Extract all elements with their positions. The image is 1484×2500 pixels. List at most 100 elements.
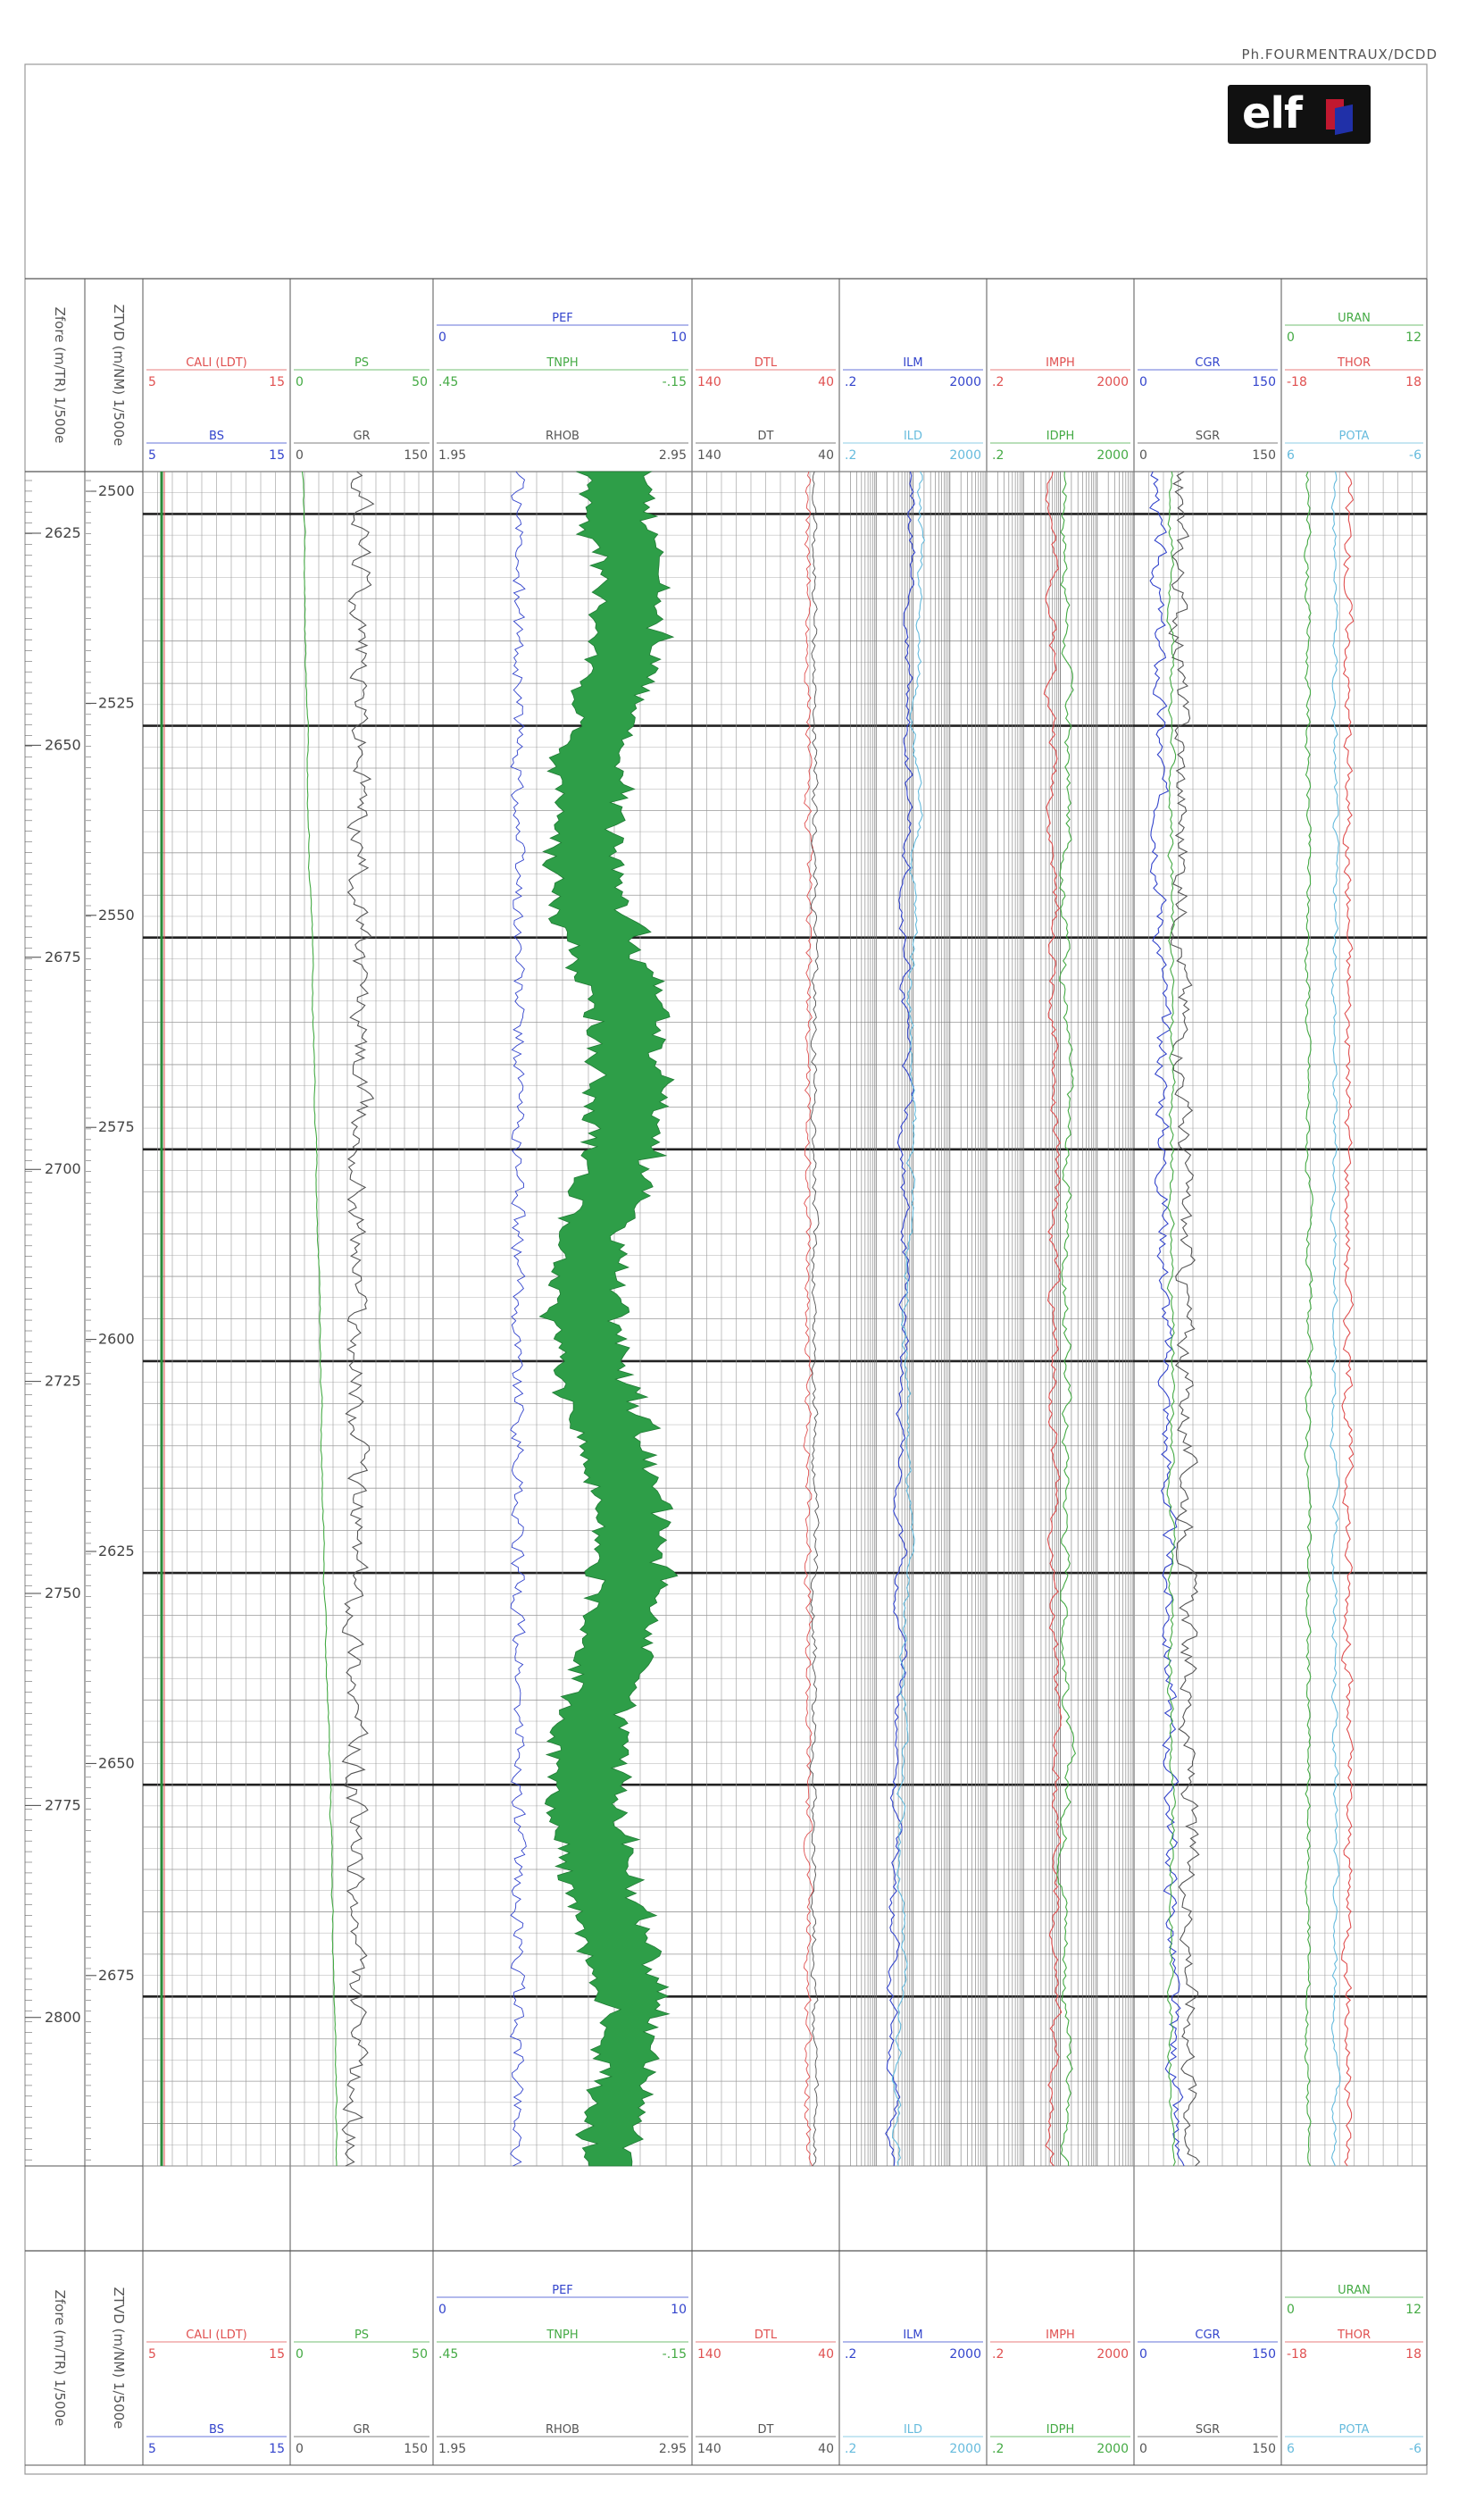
- tvd-depth-label: 2625: [98, 1543, 135, 1559]
- footer-bottom-min: 140: [697, 2442, 721, 2456]
- footer-mid-min: -18: [1287, 2347, 1307, 2362]
- sgr-curve: [1168, 471, 1201, 2167]
- md-depth-label: 2800: [45, 2009, 81, 2026]
- footer-mid-max: 2000: [949, 2347, 981, 2362]
- footer-bottom-max: 150: [404, 2442, 428, 2456]
- header-mid-name: TNPH: [546, 356, 578, 370]
- header-mid-max: 15: [269, 375, 285, 389]
- footer-bottom-name: RHOB: [546, 2423, 579, 2437]
- header-mid-max: 2000: [1096, 375, 1129, 389]
- header-top-name: URAN: [1338, 312, 1371, 325]
- header-bottom-name: GR: [353, 430, 370, 443]
- tnph-rhob-fill: [538, 471, 679, 2167]
- header-bottom-min: 0: [1139, 448, 1147, 463]
- header-bottom-min: 5: [148, 448, 156, 463]
- md-depth-label: 2750: [45, 1584, 81, 1601]
- footer-mid-min: .2: [845, 2347, 856, 2362]
- thor-curve: [1341, 471, 1355, 2167]
- footer-top-name: PEF: [552, 2284, 573, 2297]
- header-bottom-max: 150: [1252, 448, 1276, 463]
- footer-bottom-name: ILD: [904, 2423, 922, 2437]
- imph-curve: [1043, 471, 1063, 2167]
- elf-logo: elf: [1228, 85, 1371, 144]
- footer-mid-max: 40: [818, 2347, 834, 2362]
- header-mid-name: CGR: [1195, 356, 1220, 370]
- ilm-curve: [885, 471, 916, 2167]
- footer-mid-max: 50: [412, 2347, 428, 2362]
- header-bottom-min: 0: [296, 448, 304, 463]
- header-mid-min: .45: [438, 375, 458, 389]
- header-bottom-max: 150: [404, 448, 428, 463]
- footer-bottom-min: 0: [296, 2442, 304, 2456]
- tvd-depth-label: 2600: [98, 1331, 135, 1348]
- footer-bottom-max: 40: [818, 2442, 834, 2456]
- footer-mid-max: 15: [269, 2347, 285, 2362]
- header-mid-name: THOR: [1337, 356, 1371, 370]
- header-top-min: 0: [1287, 330, 1295, 345]
- footer-bottom-name: BS: [209, 2423, 224, 2437]
- header-bottom-name: SGR: [1196, 430, 1220, 443]
- footer-mid-name: DTL: [755, 2329, 778, 2342]
- header-mid-name: CALI (LDT): [186, 356, 247, 370]
- footer-tvd-track-title: ZTVD (m/NM) 1/500e: [111, 2287, 127, 2429]
- footer-bottom-max: 2000: [949, 2442, 981, 2456]
- footer-bottom-name: GR: [353, 2423, 370, 2437]
- author-credit: Ph.FOURMENTRAUX/DCDD: [1241, 46, 1438, 63]
- gr-curve: [341, 471, 375, 2167]
- footer-top-max: 12: [1405, 2303, 1421, 2317]
- footer-mid-name: TNPH: [546, 2329, 578, 2342]
- footer-bottom-max: 2000: [1096, 2442, 1129, 2456]
- header-bottom-name: POTA: [1339, 430, 1370, 443]
- ps-curve: [301, 471, 338, 2167]
- header-bottom-max: -6: [1409, 448, 1421, 463]
- header-bottom-max: 2000: [1096, 448, 1129, 463]
- header-bottom-min: 6: [1287, 448, 1295, 463]
- header-bottom-min: .2: [845, 448, 856, 463]
- md-depth-label: 2725: [45, 1373, 81, 1390]
- logo-wordmark: elf: [1242, 88, 1303, 138]
- header-bottom-name: BS: [209, 430, 224, 443]
- header-bottom-min: .2: [992, 448, 1004, 463]
- footer-mid-name: IMPH: [1046, 2329, 1075, 2342]
- footer-mid-max: -.15: [663, 2347, 687, 2362]
- header-top-min: 0: [438, 330, 446, 345]
- header-bottom-max: 15: [269, 448, 285, 463]
- header-mid-name: IMPH: [1046, 356, 1075, 370]
- header-top-max: 10: [671, 330, 687, 345]
- tvd-depth-label: 2525: [98, 694, 135, 711]
- footer-mid-name: CGR: [1195, 2329, 1220, 2342]
- header-bottom-name: ILD: [904, 430, 922, 443]
- footer-md-track-title: Zfore (m/TR) 1/500e: [52, 2290, 68, 2427]
- footer-top-min: 0: [438, 2303, 446, 2317]
- tvd-depth-label: 2575: [98, 1118, 135, 1135]
- sheet-frame: [24, 63, 1428, 2475]
- ild-curve: [891, 471, 926, 2167]
- footer-bottom-min: .2: [845, 2442, 856, 2456]
- footer-bottom-min: 6: [1287, 2442, 1295, 2456]
- footer-mid-min: .2: [992, 2347, 1004, 2362]
- header-mid-max: 2000: [949, 375, 981, 389]
- header-mid-name: DTL: [755, 356, 778, 370]
- header-mid-min: -18: [1287, 375, 1307, 389]
- header-mid-max: 50: [412, 375, 428, 389]
- tvd-depth-label: 2500: [98, 482, 135, 499]
- footer-bottom-max: 15: [269, 2442, 285, 2456]
- footer-mid-name: PS: [354, 2329, 369, 2342]
- header-bottom-max: 2.95: [659, 448, 687, 463]
- footer-mid-min: 5: [148, 2347, 156, 2362]
- md-depth-label: 2625: [45, 524, 81, 541]
- outer-border: [24, 63, 1428, 2475]
- footer-bottom-name: IDPH: [1046, 2423, 1074, 2437]
- header-mid-min: 140: [697, 375, 721, 389]
- dt-curve: [809, 471, 820, 2167]
- footer-bottom-max: 2.95: [659, 2442, 687, 2456]
- footer-mid-name: ILM: [903, 2329, 922, 2342]
- footer-bottom-min: 0: [1139, 2442, 1147, 2456]
- footer-mid-name: CALI (LDT): [186, 2329, 247, 2342]
- log-grid: [143, 471, 1427, 2167]
- footer-top-max: 10: [671, 2303, 687, 2317]
- footer-bottom-name: SGR: [1196, 2423, 1220, 2437]
- footer-mid-max: 2000: [1096, 2347, 1129, 2362]
